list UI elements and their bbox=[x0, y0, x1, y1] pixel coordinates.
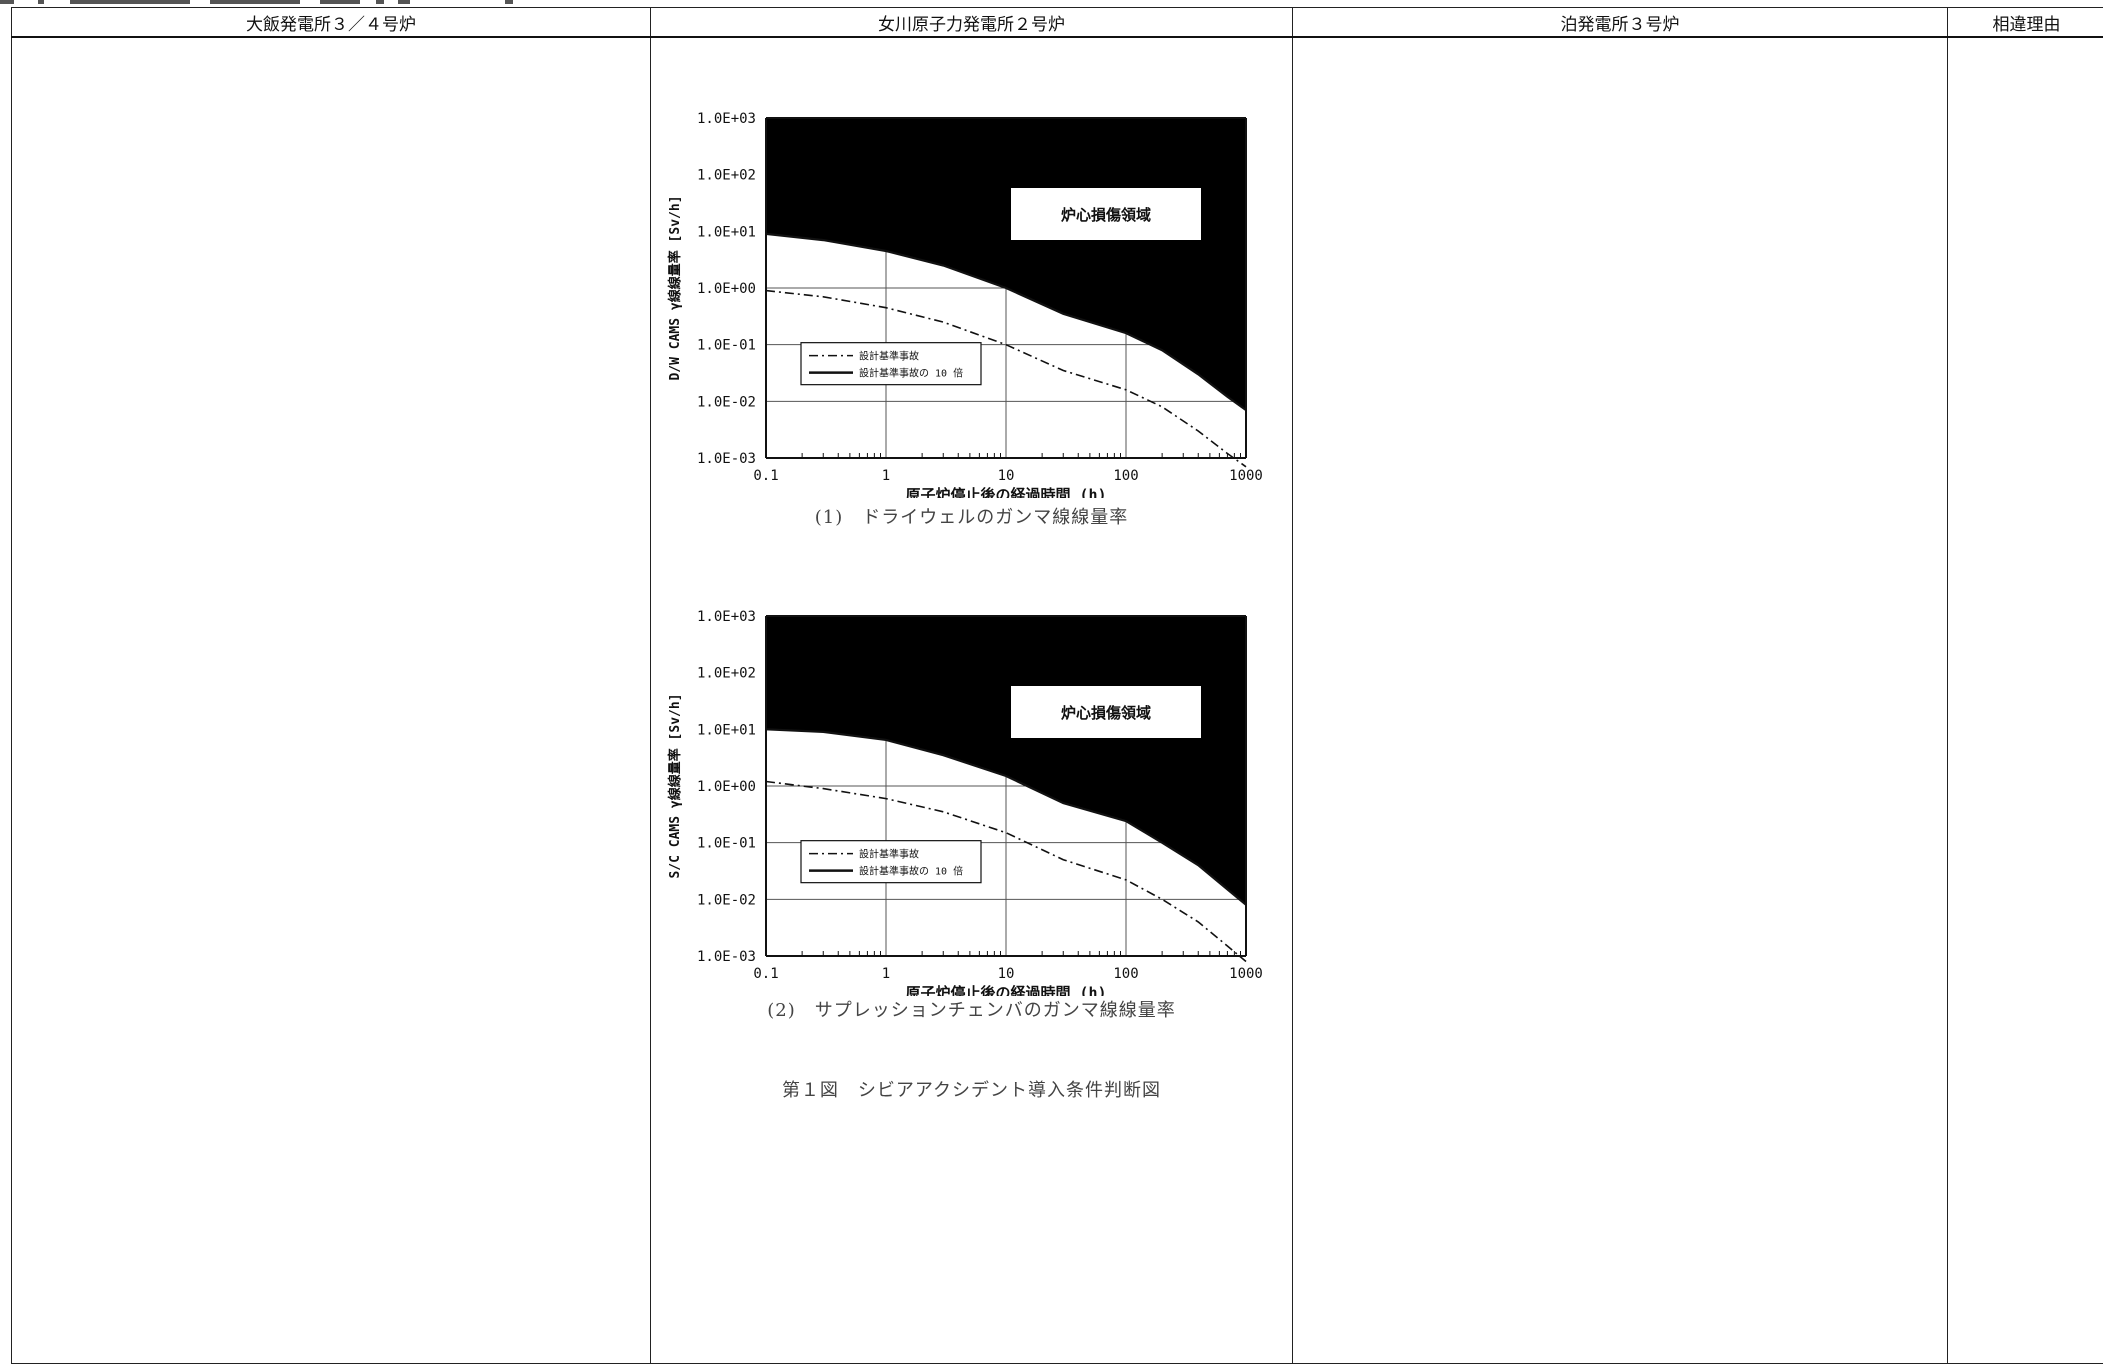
top-fragment bbox=[505, 0, 513, 4]
series-line-10x bbox=[765, 232, 1247, 411]
x-tick-label: 100 bbox=[1113, 966, 1138, 982]
cell-tomari bbox=[1292, 36, 1948, 1364]
region-label-box bbox=[1011, 188, 1201, 240]
cell-difference-reason bbox=[1947, 36, 2103, 1364]
top-fragment bbox=[320, 0, 360, 4]
legend-label-10x: 設計基準事故の 10 倍 bbox=[859, 367, 963, 380]
figure-title: 第１図 シビアアクシデント導入条件判断図 bbox=[781, 1080, 1162, 1101]
legend-box bbox=[800, 342, 982, 386]
y-tick-label: 1.0E-03 bbox=[697, 451, 756, 467]
region-label: 炉心損傷領域 bbox=[1061, 704, 1151, 722]
y-tick-label: 1.0E+00 bbox=[697, 779, 756, 795]
chart-svg: 炉心損傷領域 1.0E-03 1.0E-02 1.0E-01 1.0E+00 1.0E+0… bbox=[667, 111, 1263, 498]
legend-label-design-basis: 設計基準事故 bbox=[859, 848, 919, 861]
cell-ohi bbox=[11, 36, 651, 1364]
comparison-table: 大飯発電所３／４号炉 女川原子力発電所２号炉 泊発電所３号炉 相違理由 炉心損傷… bbox=[11, 7, 2103, 1364]
top-fragment bbox=[70, 0, 190, 4]
y-tick-label: 1.0E+02 bbox=[697, 666, 756, 682]
region-label-box bbox=[1011, 686, 1201, 738]
header-row: 大飯発電所３／４号炉 女川原子力発電所２号炉 泊発電所３号炉 相違理由 bbox=[11, 7, 2103, 38]
x-axis-label: 原子炉停止後の経過時間 (h) bbox=[905, 984, 1106, 996]
chart-suppression-chamber: 炉心損傷領域 1.0E-03 1.0E-02 1.0E-01 1.0E+00 1.0E+0… bbox=[651, 566, 1292, 996]
x-tick-label: 1000 bbox=[1229, 468, 1263, 484]
legend-box bbox=[800, 840, 982, 884]
series-line-design-basis bbox=[765, 289, 1247, 468]
y-tick-label: 1.0E-02 bbox=[697, 394, 756, 410]
y-tick-label: 1.0E+02 bbox=[697, 168, 756, 184]
top-fragment bbox=[398, 0, 410, 4]
y-tick-label: 1.0E-01 bbox=[697, 338, 756, 354]
header-difference-reason: 相違理由 bbox=[1947, 7, 2103, 38]
header-ohi: 大飯発電所３／４号炉 bbox=[11, 7, 651, 38]
top-fragment bbox=[38, 0, 44, 4]
x-tick-label: 10 bbox=[998, 468, 1015, 484]
y-tick-label: 1.0E+03 bbox=[697, 111, 756, 127]
legend-label-10x: 設計基準事故の 10 倍 bbox=[859, 865, 963, 878]
y-axis-label: S/C CAMS γ線線量率 [Sv/h] bbox=[667, 693, 683, 878]
chart-caption-drywell: (1) ドライウェルのガンマ線線量率 bbox=[814, 507, 1129, 528]
x-axis-label: 原子炉停止後の経過時間 (h) bbox=[905, 486, 1106, 498]
header-onagawa: 女川原子力発電所２号炉 bbox=[650, 7, 1293, 38]
top-border-fragments bbox=[0, 0, 2103, 4]
chart-caption-suppression-chamber: (2) サプレッションチェンバのガンマ線線量率 bbox=[767, 1000, 1176, 1021]
x-tick-label: 1 bbox=[882, 468, 890, 484]
y-tick-label: 1.0E+01 bbox=[697, 224, 756, 240]
x-tick-label: 1000 bbox=[1229, 966, 1263, 982]
y-tick-label: 1.0E+00 bbox=[697, 281, 756, 297]
x-tick-label: 0.1 bbox=[753, 966, 778, 982]
region-label: 炉心損傷領域 bbox=[1061, 206, 1151, 224]
series-line-10x bbox=[765, 728, 1247, 906]
top-fragment bbox=[376, 0, 384, 4]
x-tick-label: 0.1 bbox=[753, 468, 778, 484]
y-axis-label: D/W CAMS γ線線量率 [Sv/h] bbox=[667, 195, 683, 380]
y-tick-label: 1.0E+01 bbox=[697, 722, 756, 738]
x-tick-label: 1 bbox=[882, 966, 890, 982]
x-tick-label: 10 bbox=[998, 966, 1015, 982]
top-fragment bbox=[0, 0, 14, 4]
y-tick-label: 1.0E-03 bbox=[697, 949, 756, 965]
chart-svg: 炉心損傷領域 1.0E-03 1.0E-02 1.0E-01 1.0E+00 1.0E+0… bbox=[667, 609, 1263, 996]
y-tick-label: 1.0E+03 bbox=[697, 609, 756, 625]
chart-drywell: 炉心損傷領域 1.0E-03 1.0E-02 1.0E-01 1.0E+00 1.0E+0… bbox=[651, 68, 1292, 498]
top-fragment bbox=[210, 0, 300, 4]
x-tick-label: 100 bbox=[1113, 468, 1138, 484]
y-tick-label: 1.0E-02 bbox=[697, 892, 756, 908]
y-tick-label: 1.0E-01 bbox=[697, 836, 756, 852]
body-row: 炉心損傷領域 1.0E-03 1.0E-02 1.0E-01 1.0E+00 1.0E+0… bbox=[11, 36, 2103, 1364]
cell-onagawa: 炉心損傷領域 1.0E-03 1.0E-02 1.0E-01 1.0E+00 1.0E+0… bbox=[650, 36, 1293, 1364]
legend-label-design-basis: 設計基準事故 bbox=[859, 350, 919, 363]
header-tomari: 泊発電所３号炉 bbox=[1292, 7, 1948, 38]
series-line-design-basis bbox=[765, 780, 1247, 963]
